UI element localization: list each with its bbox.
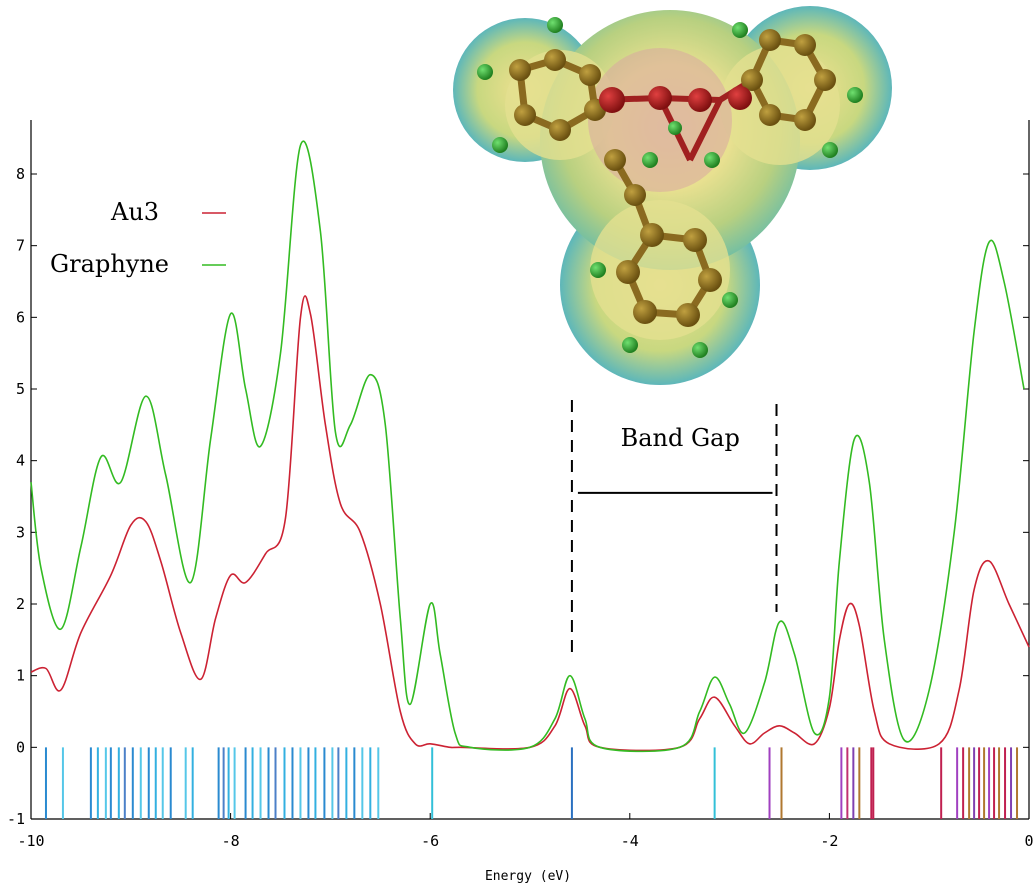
energy-levels bbox=[44, 747, 1019, 819]
x-tick-label: -2 bbox=[820, 832, 838, 850]
x-tick-label: -10 bbox=[17, 832, 44, 850]
legend-label-graphyne: Graphyne bbox=[50, 250, 169, 278]
y-tick-label: 2 bbox=[16, 595, 25, 613]
y-tick-label: 4 bbox=[16, 452, 25, 470]
band-gap-label: Band Gap bbox=[621, 424, 740, 452]
y-tick-label: 5 bbox=[16, 380, 25, 398]
series-line-graphyne bbox=[30, 140, 1025, 753]
y-tick-label: -1 bbox=[7, 810, 25, 828]
x-tick-label: 0 bbox=[1024, 832, 1033, 850]
y-tick-label: 6 bbox=[16, 308, 25, 326]
x-tick-label: -8 bbox=[222, 832, 240, 850]
y-tick-label: 0 bbox=[16, 738, 25, 756]
y-tick-label: 3 bbox=[16, 523, 25, 541]
y-tick-label: 7 bbox=[16, 237, 25, 255]
series-line-au3 bbox=[30, 295, 1030, 752]
x-axis-title: Energy (eV) bbox=[485, 869, 571, 884]
y-tick-label: 1 bbox=[16, 667, 25, 685]
legend-label-au3: Au3 bbox=[110, 198, 159, 226]
legend: Au3 Graphyne bbox=[50, 198, 226, 278]
x-tick-label: -6 bbox=[421, 832, 439, 850]
molecule-illustration bbox=[453, 6, 892, 385]
y-tick-label: 8 bbox=[16, 165, 25, 183]
annotation-layer: Band Gap bbox=[570, 400, 778, 657]
x-tick-label: -4 bbox=[621, 832, 639, 850]
series-layer bbox=[30, 140, 1030, 753]
